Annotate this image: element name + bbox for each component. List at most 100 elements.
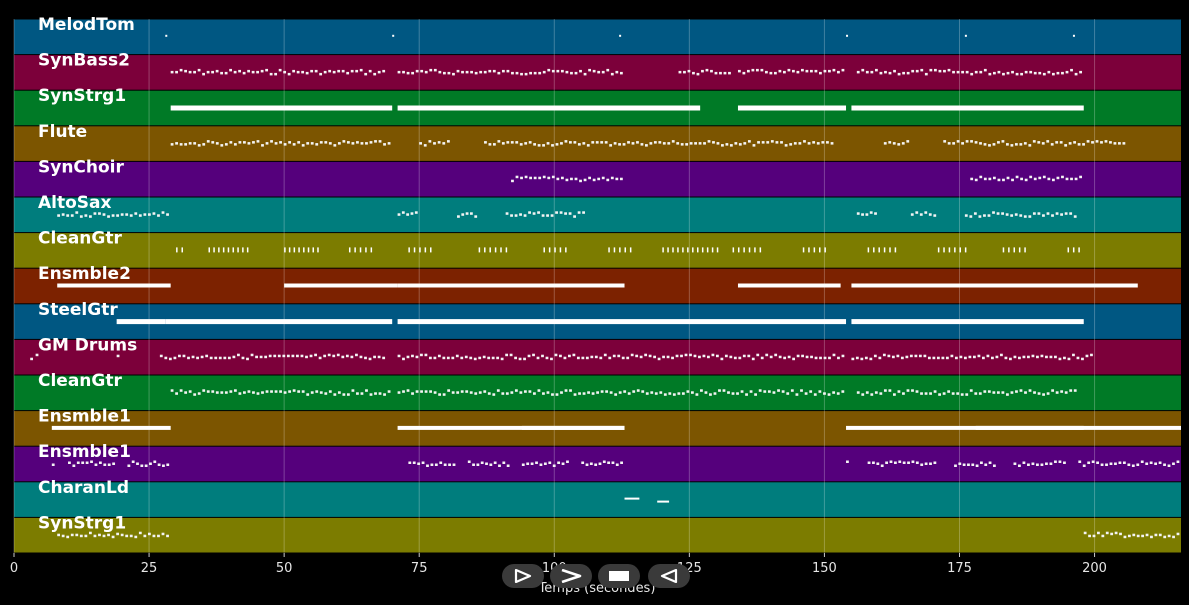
- note-block: [684, 353, 688, 357]
- note-block: [813, 247, 816, 253]
- note-block: [956, 140, 960, 143]
- note-block: [623, 390, 627, 393]
- note-block: [412, 461, 416, 464]
- note-block: [627, 392, 631, 395]
- note-block: [915, 390, 919, 393]
- note-block: [618, 143, 621, 146]
- note-block: [451, 391, 455, 394]
- track-label: Flute: [38, 122, 87, 142]
- note-block: [827, 393, 831, 396]
- note-block: [1015, 390, 1018, 393]
- note-block: [229, 141, 233, 144]
- note-block: [548, 247, 551, 253]
- note-block: [505, 353, 509, 357]
- note-block: [140, 464, 144, 467]
- note-block: [573, 393, 577, 396]
- track-label: SynStrg1: [38, 513, 126, 533]
- previous-button[interactable]: [648, 564, 690, 588]
- note-block: [611, 461, 615, 464]
- note-block: [500, 247, 502, 253]
- note-block: [995, 355, 999, 359]
- note-block: [529, 71, 533, 75]
- note-block: [153, 460, 157, 463]
- note-block: [1011, 70, 1014, 74]
- note-block: [442, 71, 446, 75]
- note-block: [175, 70, 178, 74]
- note-block: [30, 357, 34, 361]
- note-block: [667, 142, 671, 145]
- note-block: [537, 144, 541, 147]
- note-block: [929, 462, 932, 465]
- note-block: [619, 34, 622, 37]
- note-block: [402, 70, 405, 74]
- note-block: [1100, 463, 1104, 466]
- note-block: [84, 534, 88, 538]
- note-block: [1049, 462, 1053, 465]
- note-block: [547, 68, 551, 72]
- note-block: [738, 143, 742, 146]
- note-block: [470, 70, 474, 74]
- note-block: [621, 356, 625, 360]
- note-block: [954, 464, 957, 467]
- note-block: [532, 212, 536, 215]
- note-block: [902, 392, 905, 395]
- note-block: [382, 69, 386, 73]
- note-block: [218, 356, 222, 360]
- note-block: [796, 354, 800, 358]
- note-block: [609, 391, 613, 394]
- note-block: [1013, 462, 1017, 465]
- note-block: [539, 463, 543, 466]
- note-block: [568, 354, 571, 358]
- note-block: [841, 390, 845, 393]
- note-block: [933, 68, 937, 72]
- note-block: [758, 389, 762, 392]
- note-block: [98, 533, 101, 537]
- note-block: [712, 141, 715, 144]
- note-block: [1041, 142, 1045, 145]
- note-block: [545, 356, 549, 360]
- note-block: [557, 461, 561, 464]
- note-block: [809, 390, 813, 393]
- note-block: [1088, 534, 1091, 538]
- note-block: [369, 393, 373, 396]
- note-block: [672, 247, 674, 253]
- note-block: [695, 393, 699, 396]
- note-block: [631, 142, 635, 145]
- note-block: [742, 71, 746, 75]
- note-block: [924, 392, 928, 395]
- note-block: [305, 71, 309, 75]
- note-block: [314, 353, 317, 357]
- note-block: [604, 141, 608, 144]
- note-block: [550, 214, 554, 217]
- note-block: [977, 354, 981, 358]
- note-block: [559, 211, 563, 214]
- note-block: [85, 461, 89, 464]
- note-block: [116, 319, 166, 325]
- note-block: [1097, 531, 1100, 535]
- note-block: [1045, 355, 1048, 359]
- note-block: [964, 247, 967, 253]
- note-block: [972, 355, 976, 359]
- note-block: [801, 68, 804, 72]
- note-block: [1163, 463, 1166, 466]
- note-block: [615, 177, 619, 181]
- note-block: [355, 69, 359, 73]
- note-block: [1050, 143, 1054, 146]
- stop-button[interactable]: [598, 564, 640, 588]
- note-block: [265, 68, 269, 72]
- note-block: [956, 70, 960, 74]
- note-block: [1149, 461, 1153, 464]
- note-block: [692, 71, 695, 75]
- note-block: [116, 532, 120, 536]
- note-block: [662, 355, 665, 359]
- note-block: [983, 143, 987, 146]
- note-block: [902, 461, 906, 464]
- note-block: [439, 461, 443, 464]
- note-block: [964, 214, 968, 217]
- note-block: [1104, 140, 1108, 143]
- note-block: [1042, 72, 1046, 76]
- note-block: [511, 179, 514, 183]
- note-block: [491, 356, 495, 360]
- next-button[interactable]: [550, 564, 592, 588]
- play-button[interactable]: [502, 564, 544, 588]
